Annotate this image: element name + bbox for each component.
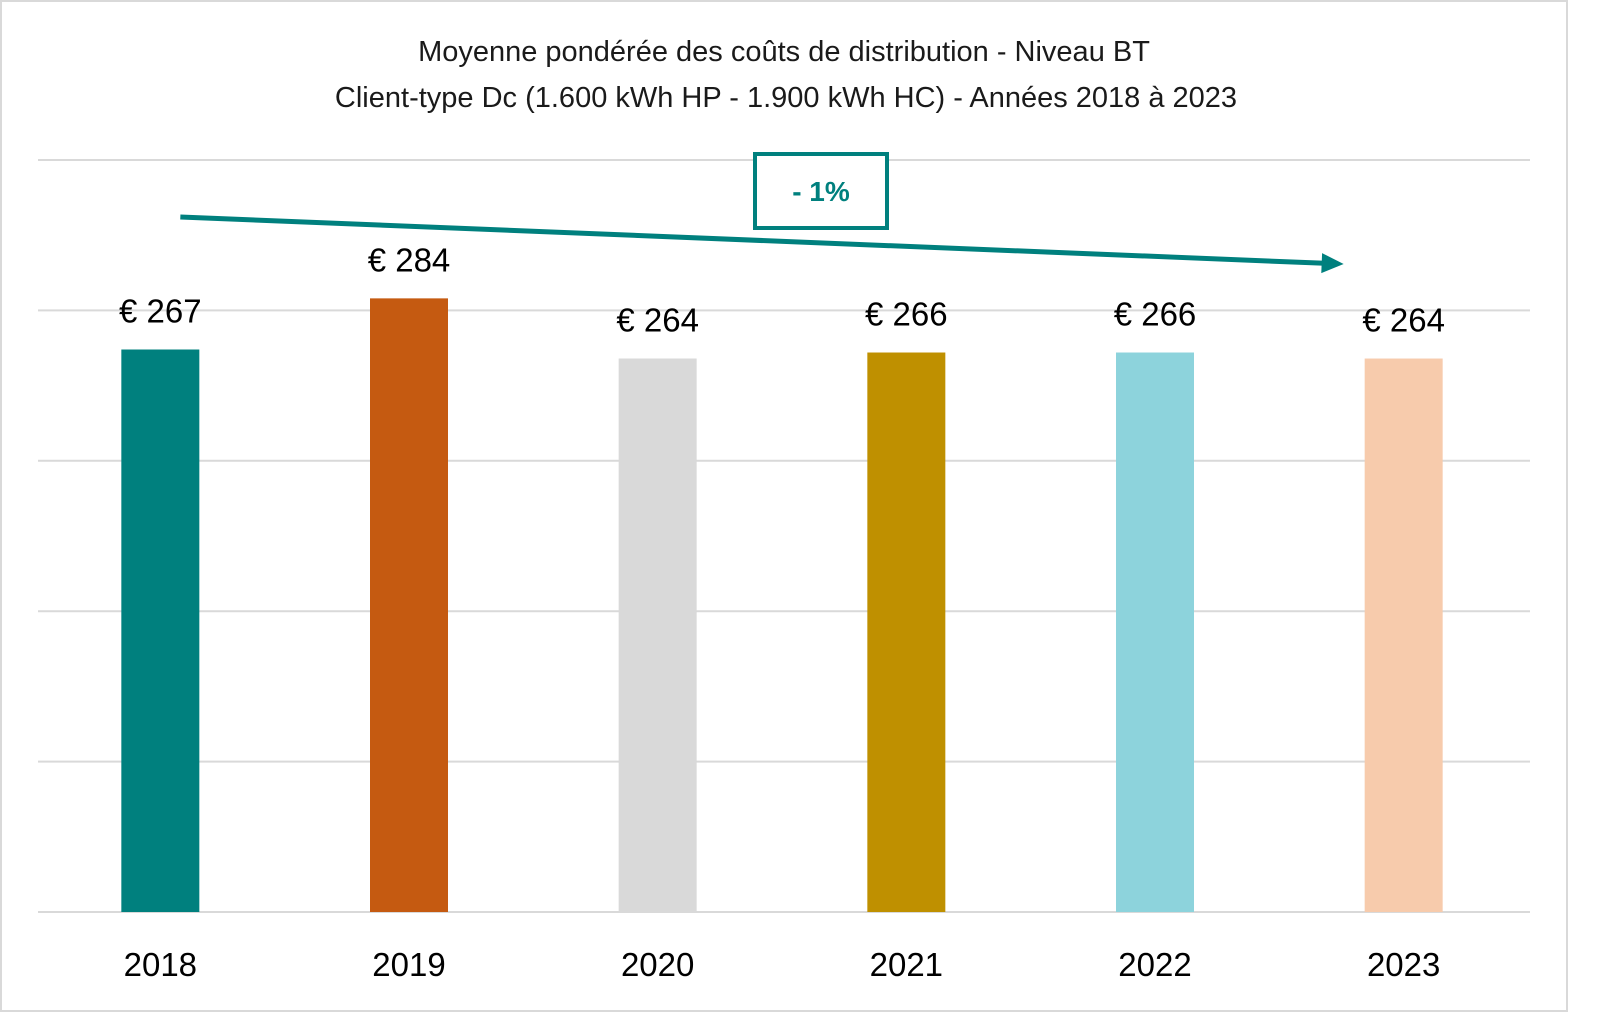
- x-axis-tick-labels: 2018 2019 2020 2021 2022 2023: [124, 946, 1441, 983]
- bar-2018: [121, 349, 200, 912]
- x-tick-2018: 2018: [124, 946, 197, 983]
- x-tick-2023: 2023: [1367, 946, 1440, 983]
- trend-arrow-line: [180, 214, 1328, 266]
- data-label-2018: € 267: [119, 293, 202, 330]
- bars: [121, 298, 1443, 913]
- bar-chart: Moyenne pondérée des coûts de distributi…: [38, 36, 1530, 983]
- chart-title: Moyenne pondérée des coûts de distributi…: [418, 36, 1150, 68]
- bar-2022: [1116, 352, 1194, 913]
- annotation-box: [753, 152, 889, 230]
- x-tick-2022: 2022: [1118, 946, 1191, 983]
- annotation-text: - 1%: [792, 176, 850, 207]
- trend-annotation: - 1%: [180, 152, 1344, 274]
- data-label-2022: € 266: [1114, 296, 1197, 333]
- data-labels: € 267 € 284 € 264 € 266 € 266 € 264: [119, 241, 1445, 338]
- data-label-2021: € 266: [865, 296, 948, 333]
- x-tick-2020: 2020: [621, 946, 694, 983]
- bar-2021: [867, 352, 946, 913]
- gridlines: [38, 159, 1530, 913]
- bar-2023: [1364, 358, 1443, 912]
- x-tick-2021: 2021: [870, 946, 943, 983]
- trend-arrow-head: [1321, 253, 1344, 274]
- data-label-2019: € 284: [368, 241, 451, 278]
- x-tick-2019: 2019: [372, 946, 445, 983]
- chart-subtitle: Client-type Dc (1.600 kWh HP - 1.900 kWh…: [335, 82, 1237, 114]
- data-label-2023: € 264: [1362, 302, 1445, 339]
- bar-2019: [370, 298, 448, 912]
- bar-2020: [618, 358, 697, 912]
- data-label-2020: € 264: [616, 302, 699, 339]
